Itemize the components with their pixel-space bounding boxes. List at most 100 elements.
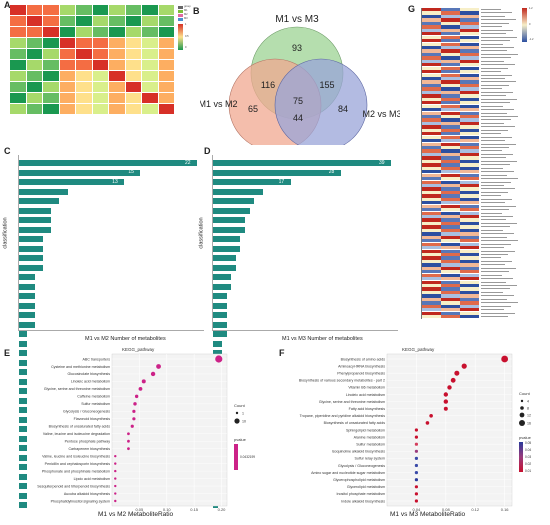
heatmap-cell (460, 304, 479, 308)
heatmap-cell (10, 60, 26, 71)
heatmap-cell (422, 263, 441, 267)
bar (213, 169, 341, 176)
heatmap-cell (422, 242, 441, 246)
row-label-placeholder (481, 102, 510, 104)
heatmap-cell (460, 235, 479, 239)
heatmap-cell (441, 315, 460, 319)
row-label-placeholder (481, 243, 511, 245)
heatmap-cell (441, 277, 460, 281)
heatmap-cell (422, 52, 441, 57)
heatmap-cell (422, 11, 441, 15)
bar (213, 245, 241, 252)
heatmap-cell (422, 39, 441, 43)
x-tick-label: 0.04 (413, 507, 422, 512)
bar (19, 293, 36, 299)
row-label-placeholder (481, 164, 510, 166)
pathway-label: Glycolysis / Gluconeogenesis (338, 464, 385, 468)
legend-swatch-m2 (178, 14, 183, 17)
bar (19, 350, 28, 356)
heatmap-cell (441, 132, 460, 136)
heatmap-cell (422, 287, 441, 291)
heatmap-cell (10, 104, 26, 115)
row-label-placeholder (481, 57, 511, 59)
heatmap-cell (109, 38, 125, 49)
heatmap-cell (460, 104, 479, 108)
pathway-label: Glycerophospholipid metabolism (333, 478, 385, 482)
row-label-placeholder (481, 174, 507, 176)
pathway-label: Aucuba alkaloid biosynthesis (64, 492, 110, 496)
heatmap-cell (422, 18, 441, 22)
heatmap-cell (125, 104, 142, 115)
bar (213, 179, 291, 185)
heatmap-cell (441, 297, 460, 302)
bar (19, 179, 125, 185)
heatmap-cell (142, 82, 158, 93)
heatmap-cell (460, 221, 479, 226)
legend-pvalue-label: 0.02 (525, 462, 531, 466)
bar (19, 464, 28, 470)
heatmap-cell (10, 5, 26, 16)
legend-swatch-group (178, 6, 183, 9)
legend-count-dot (520, 406, 524, 410)
heatmap-cell (422, 152, 441, 157)
legend-pvalue-label: 0.0432199 (240, 455, 255, 459)
heatmap-cell (441, 180, 460, 184)
heatmap-cell (460, 56, 479, 60)
heatmap-cell (460, 66, 479, 70)
heatmap-cell (460, 166, 479, 170)
pathway-dot (425, 421, 430, 425)
legend-count-title: Count (519, 391, 531, 396)
legend-swatch-m1 (178, 10, 183, 13)
row-label-placeholder (481, 150, 502, 152)
heatmap-cell (422, 70, 441, 74)
row-label-placeholder (481, 115, 518, 117)
heatmap-cell (460, 263, 479, 267)
row-label-placeholder (481, 202, 505, 204)
heatmap-cell (158, 104, 175, 115)
heatmap-cell (43, 16, 59, 27)
heatmap-cell (460, 180, 479, 184)
dot-f-title: KEGG_pathway (402, 347, 435, 352)
legend-count-label: 8 (527, 406, 529, 410)
heatmap-cell (142, 93, 158, 104)
legend-count-dot (235, 411, 239, 415)
bar (19, 274, 36, 280)
heatmap-cell (460, 70, 479, 74)
legend-pvalue-label: 0.04 (525, 448, 531, 452)
heatmap-cell (125, 71, 142, 82)
heatmap-cell (422, 170, 441, 174)
heatmap-cell (10, 49, 26, 60)
heatmap-cell (460, 297, 479, 302)
heatmap-cell (441, 235, 460, 239)
heatmap-cell (142, 27, 158, 38)
legend-count-dot (519, 420, 525, 426)
pathway-label: Sulfur metabolism (356, 443, 385, 447)
bar-value-label: 39 (379, 159, 385, 166)
heatmap-cell (125, 16, 142, 27)
bar-chart-d: 39 28 17 (212, 155, 398, 508)
legend-label-m1: M1 (184, 9, 188, 13)
dot-e-xlabel: M1 vs M2 MetaboliteRatio (98, 511, 174, 518)
heatmap-cell (59, 82, 76, 93)
bar-value-label: 13 (112, 178, 118, 185)
heatmap-cell (422, 239, 441, 243)
heatmap-cell (460, 42, 479, 46)
heatmap-cell (460, 211, 479, 215)
heatmap-cell (460, 63, 479, 67)
heatmap-cell (460, 14, 479, 19)
pathway-dot (450, 377, 456, 383)
heatmap-cell (441, 35, 460, 39)
row-label-placeholder (481, 312, 515, 314)
heatmap-cell (422, 201, 441, 205)
bar (19, 378, 28, 385)
heatmap-cell (460, 163, 479, 167)
row-label-placeholder (481, 119, 511, 121)
row-label-placeholder (481, 112, 507, 114)
row-label-placeholder (481, 267, 516, 269)
pathway-dot (133, 402, 137, 406)
heatmap-cell (158, 27, 175, 38)
heatmap-cell (441, 166, 460, 170)
heatmap-cell (441, 146, 460, 150)
heatmap-cell (422, 166, 441, 170)
legend-count-dot (234, 418, 240, 424)
